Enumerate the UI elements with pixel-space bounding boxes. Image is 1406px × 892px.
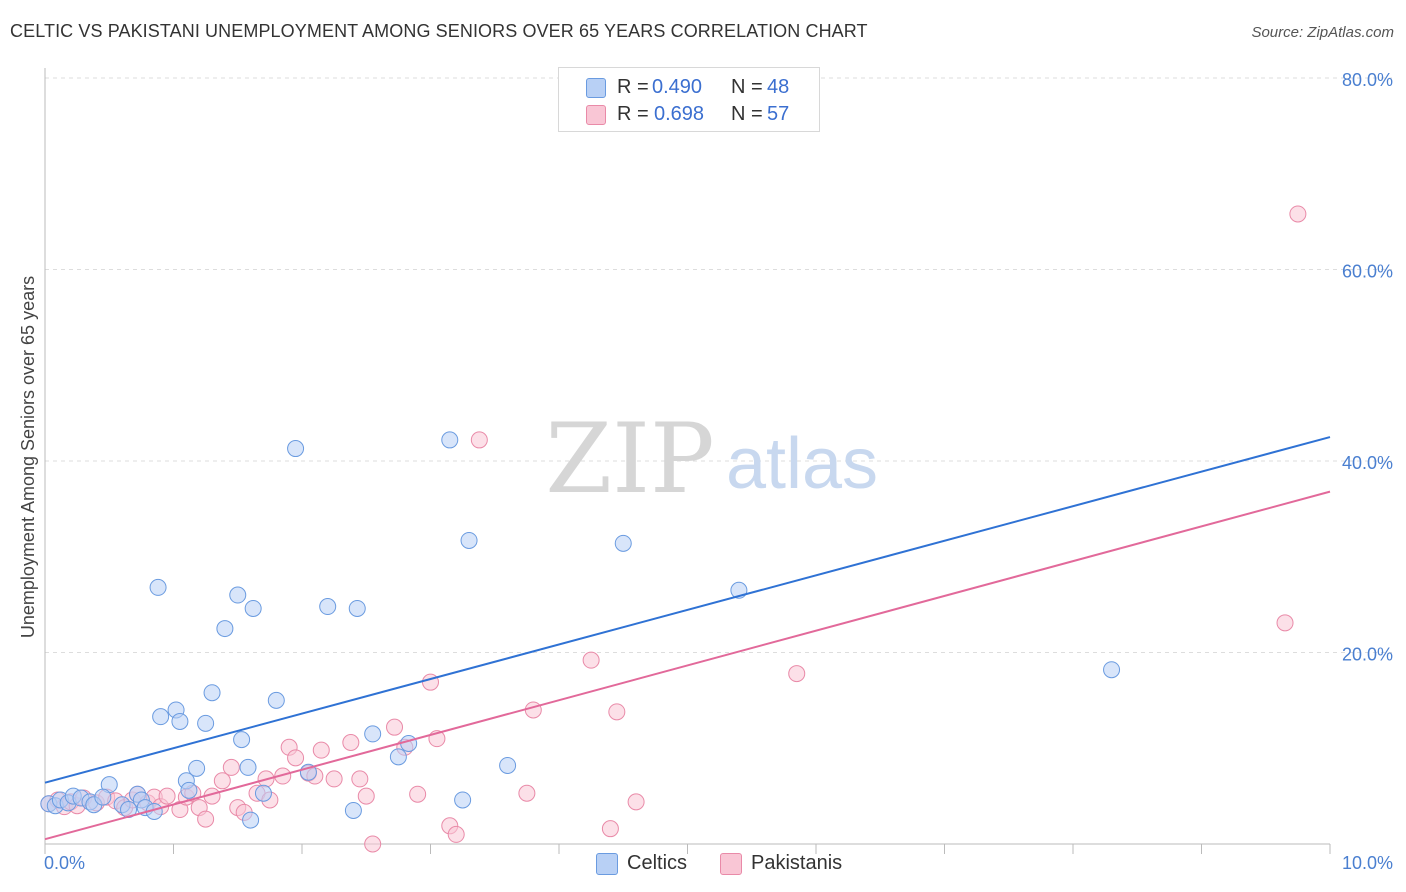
celtic-point xyxy=(267,691,285,709)
celtics-swatch xyxy=(586,78,606,98)
pakistani-point xyxy=(158,787,176,805)
celtic-point xyxy=(149,578,167,596)
legend-r-value: 0.698 xyxy=(654,103,705,125)
pakistani-trend-line xyxy=(44,490,1331,841)
y-tick-label: 60.0% xyxy=(1342,262,1393,282)
pakistani-point xyxy=(325,770,343,788)
chart-title: CELTIC VS PAKISTANI UNEMPLOYMENT AMONG S… xyxy=(10,21,868,41)
celtics-legend-swatch xyxy=(596,853,618,875)
pakistani-point xyxy=(601,820,619,838)
celtic-point xyxy=(152,708,170,726)
correlation-legend: R = 0.490 N = 48 R = 0.698 N = 57 xyxy=(558,67,820,132)
pakistani-point xyxy=(788,665,806,683)
celtic-point xyxy=(348,599,366,617)
pakistani-point xyxy=(1276,614,1294,632)
pakistani-point xyxy=(357,787,375,805)
celtic-point xyxy=(197,714,215,732)
celtic-point xyxy=(242,811,260,829)
celtic-point xyxy=(244,599,262,617)
pakistanis-legend-label: Pakistanis xyxy=(751,852,843,874)
legend-n-label: N = xyxy=(731,103,763,125)
celtic-point xyxy=(203,684,221,702)
pakistani-point xyxy=(524,701,542,719)
pakistani-point xyxy=(447,825,465,843)
pakistani-point xyxy=(364,835,382,853)
pakistani-point xyxy=(351,770,369,788)
axes xyxy=(44,68,1331,854)
y-tick-label: 20.0% xyxy=(1342,645,1393,665)
pakistani-points xyxy=(40,205,1307,853)
celtic-point xyxy=(287,440,305,458)
pakistani-point xyxy=(222,758,240,776)
pakistanis-legend-swatch xyxy=(720,853,742,875)
y-axis-label: Unemployment Among Seniors over 65 years xyxy=(18,276,38,638)
celtic-point xyxy=(319,598,337,616)
watermark-zip: ZIP xyxy=(545,403,714,515)
pakistani-point xyxy=(274,767,292,785)
watermark-atlas: atlas xyxy=(726,424,878,504)
grid-lines xyxy=(45,77,1392,653)
celtic-point xyxy=(614,534,632,552)
legend-n-value: 48 xyxy=(767,76,790,98)
y-tick-label: 40.0% xyxy=(1342,453,1393,473)
pakistani-point xyxy=(287,749,305,767)
celtic-point xyxy=(254,784,272,802)
x-tick-label: 10.0% xyxy=(1342,853,1393,873)
celtic-point xyxy=(460,531,478,549)
celtic-point xyxy=(400,734,418,752)
legend-r-value: 0.490 xyxy=(652,76,703,98)
legend-n-label: N = xyxy=(731,76,763,98)
trend-lines xyxy=(44,436,1331,841)
y-tick-label: 80.0% xyxy=(1342,70,1393,90)
pakistani-point xyxy=(608,703,626,721)
celtic-point xyxy=(180,781,198,799)
celtic-point xyxy=(239,758,257,776)
pakistani-point xyxy=(1289,205,1307,223)
celtic-trend-line xyxy=(44,436,1331,784)
pakistani-point xyxy=(342,734,360,752)
pakistani-point xyxy=(197,810,215,828)
pakistani-point xyxy=(312,741,330,759)
legend-r-label: R = xyxy=(617,103,649,125)
source-label: Source: ZipAtlas.com xyxy=(1251,24,1394,41)
pakistani-point xyxy=(518,784,536,802)
celtic-point xyxy=(233,731,251,749)
celtic-point xyxy=(389,748,407,766)
celtic-point xyxy=(364,725,382,743)
celtic-point xyxy=(1103,661,1121,679)
pakistani-point xyxy=(470,431,488,449)
legend-r-label: R = xyxy=(617,76,649,98)
tick-labels: 20.0% 40.0% 60.0% 80.0% 0.0% 10.0% xyxy=(44,70,1393,873)
x-tick-label: 0.0% xyxy=(44,853,85,873)
celtic-point xyxy=(216,620,234,638)
celtic-point xyxy=(441,431,459,449)
pakistanis-swatch xyxy=(586,105,606,125)
pakistani-point xyxy=(627,793,645,811)
celtic-point xyxy=(94,788,112,806)
pakistani-point xyxy=(409,785,427,803)
celtic-point xyxy=(188,759,206,777)
pakistani-point xyxy=(386,718,404,736)
celtic-point xyxy=(499,756,517,774)
celtics-legend-label: Celtics xyxy=(627,852,688,874)
celtic-point xyxy=(344,801,362,819)
celtic-point xyxy=(454,791,472,809)
celtic-point xyxy=(171,712,189,730)
pakistani-point xyxy=(213,772,231,790)
pakistani-point xyxy=(582,651,600,669)
legend-n-value: 57 xyxy=(767,103,790,125)
celtic-point xyxy=(229,586,247,604)
celtic-points xyxy=(40,431,1121,829)
watermark: ZIP atlas xyxy=(545,403,878,515)
